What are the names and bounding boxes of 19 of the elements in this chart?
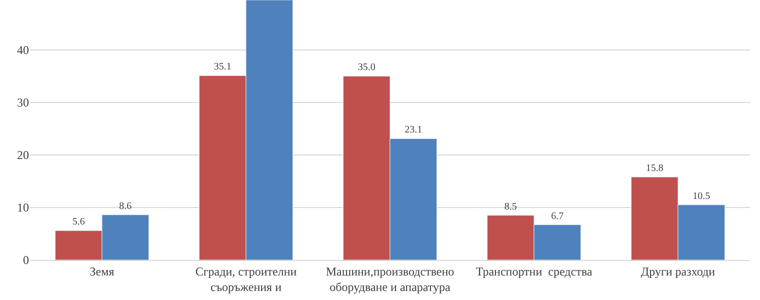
data-label: 5.6 (72, 216, 85, 228)
data-label: 15.8 (646, 163, 664, 174)
x-tick-label: Други разходи (640, 264, 716, 278)
y-tick-label: 40 (17, 43, 29, 58)
y-tick-label: 0 (23, 253, 29, 268)
data-label: 6.7 (551, 210, 564, 222)
data-label: 35.0 (358, 62, 376, 74)
y-tick-label: 20 (17, 148, 29, 162)
y-tick-label: 10 (17, 200, 29, 215)
y-tick-label: 30 (17, 96, 29, 110)
x-tick-label: Земя (90, 264, 115, 278)
x-tick-label: Транспортни средства (476, 264, 593, 278)
x-tick-label: Машини,производствено оборудване и апаратура (326, 264, 454, 294)
x-tick-label: Сгради, строителни съоръжения и (195, 264, 298, 294)
data-label: 8.5 (504, 201, 517, 212)
data-label: 35.1 (214, 62, 232, 73)
data-label: 8.6 (119, 200, 132, 212)
data-label: 10.5 (692, 190, 710, 202)
data-label: 23.1 (404, 124, 422, 136)
